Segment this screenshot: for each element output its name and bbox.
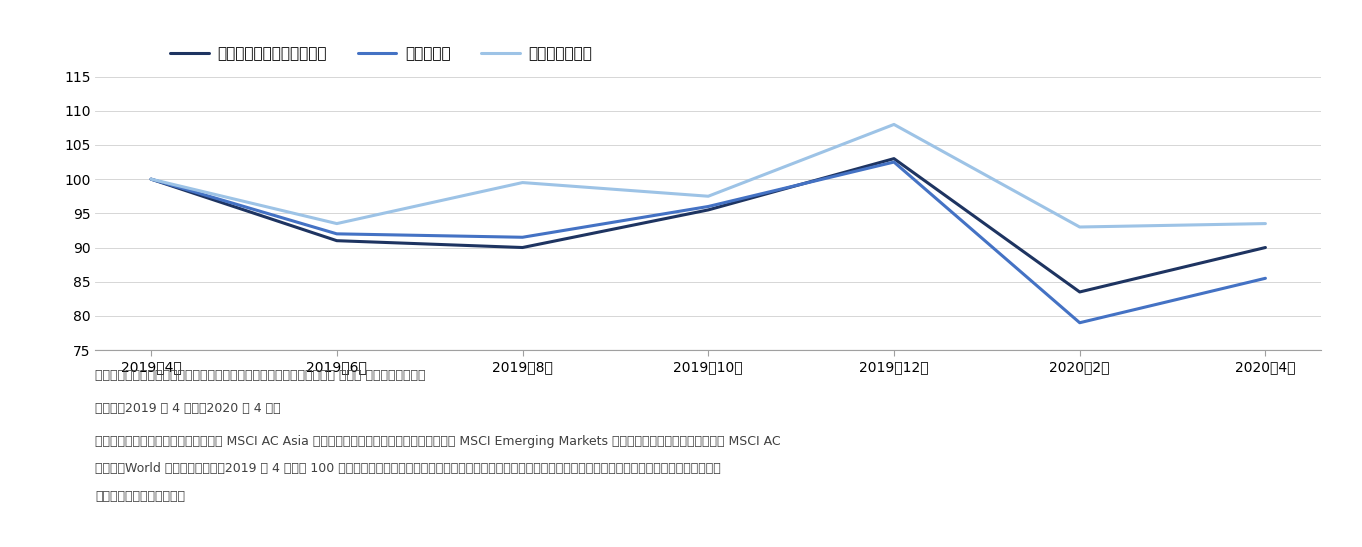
Text: （出所）信頼できると判断した情報をもとに日興アセットマネジメント アジア リミテッドが作成: （出所）信頼できると判断した情報をもとに日興アセットマネジメント アジア リミテ… — [95, 369, 426, 382]
新興国株式 — [700, 203, 716, 210]
グローバル株式 — [1257, 220, 1273, 227]
グローバル株式 — [1072, 224, 1088, 230]
アジア株式（日本を除く） — [143, 176, 159, 183]
Text: World インデックスを、2019 年 4 月末を 100 として指数化（すべて米ドル・ベース）。グラフ・データは過去のものであり、将来の運用成果等を約束する: World インデックスを、2019 年 4 月末を 100 として指数化（すべ… — [95, 462, 720, 475]
Legend: アジア株式（日本を除く）, 新興国株式, グローバル株式: アジア株式（日本を除く）, 新興国株式, グローバル株式 — [165, 40, 599, 68]
Text: （注）　アジア株式（日本を除く）は MSCI AC Asia インデックス（除く日本）、新興国株式は MSCI Emerging Markets インデックス、: （注） アジア株式（日本を除く）は MSCI AC Asia インデックス（除く… — [95, 435, 780, 448]
アジア株式（日本を除く） — [700, 207, 716, 213]
新興国株式 — [885, 159, 902, 165]
新興国株式 — [1257, 275, 1273, 282]
新興国株式 — [143, 176, 159, 183]
グローバル株式 — [700, 193, 716, 200]
新興国株式 — [1072, 319, 1088, 326]
グローバル株式 — [515, 179, 531, 186]
Line: グローバル株式: グローバル株式 — [151, 125, 1265, 227]
アジア株式（日本を除く） — [1072, 289, 1088, 295]
Line: 新興国株式: 新興国株式 — [151, 162, 1265, 323]
グローバル株式 — [885, 121, 902, 128]
アジア株式（日本を除く） — [328, 237, 345, 244]
Text: ではありません。: ではありません。 — [95, 490, 185, 503]
Text: （期間）2019 年 4 月末〜2020 年 4 月末: （期間）2019 年 4 月末〜2020 年 4 月末 — [95, 402, 281, 415]
グローバル株式 — [143, 176, 159, 183]
アジア株式（日本を除く） — [515, 245, 531, 251]
新興国株式 — [515, 234, 531, 241]
アジア株式（日本を除く） — [885, 155, 902, 162]
Line: アジア株式（日本を除く）: アジア株式（日本を除く） — [151, 159, 1265, 292]
グローバル株式 — [328, 220, 345, 227]
アジア株式（日本を除く） — [1257, 245, 1273, 251]
新興国株式 — [328, 231, 345, 237]
